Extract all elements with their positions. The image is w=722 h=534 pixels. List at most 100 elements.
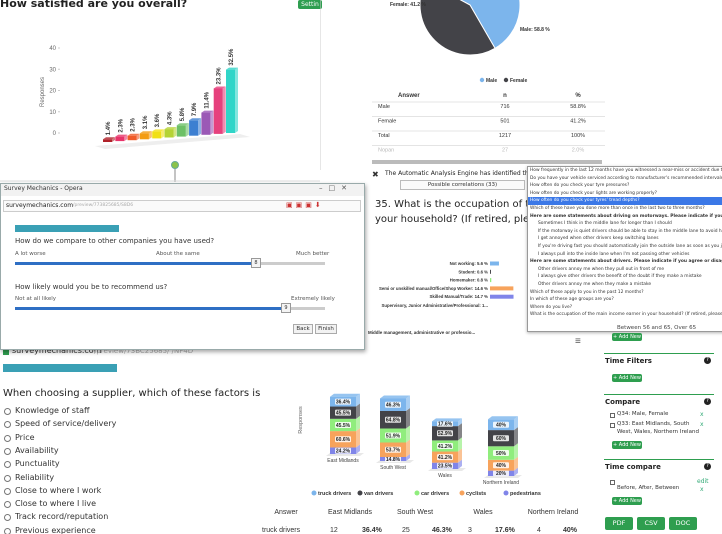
radio[interactable] bbox=[4, 447, 11, 455]
dropdown-option[interactable]: In which of these age groups are you? bbox=[530, 297, 614, 303]
nav-button[interactable]: Back bbox=[293, 324, 313, 334]
label-box bbox=[493, 435, 509, 442]
question-text: your household? (If retired, please give… bbox=[375, 214, 584, 225]
compare-item: Q34: Male, Female bbox=[617, 411, 669, 417]
settings-button[interactable]: Settin bbox=[298, 0, 322, 9]
option-label[interactable]: Knowledge of staff bbox=[15, 406, 90, 415]
option-label[interactable]: Reliability bbox=[15, 472, 55, 482]
bar-side bbox=[458, 437, 462, 452]
label-box bbox=[493, 421, 509, 428]
bar-side bbox=[458, 423, 462, 441]
dropdown-list[interactable]: How frequently in the last 12 months hav… bbox=[527, 166, 722, 332]
add-button[interactable]: + Add New bbox=[612, 441, 642, 449]
dropdown-option[interactable]: What is the occupation of the main incom… bbox=[530, 312, 722, 318]
help-icon[interactable]: ? bbox=[704, 463, 711, 470]
dropdown-option[interactable]: Which of these have you done more than o… bbox=[530, 205, 705, 211]
option-label[interactable]: Close to where I live bbox=[15, 499, 97, 509]
edit-link[interactable]: edit bbox=[697, 478, 709, 485]
bar-top bbox=[213, 86, 226, 89]
slider-fill bbox=[15, 307, 281, 310]
bar-side bbox=[356, 415, 360, 432]
checkbox[interactable] bbox=[610, 423, 615, 428]
bar-side bbox=[235, 67, 238, 133]
filter-text: Between 56 and 65, Over 65 bbox=[617, 325, 697, 331]
help-icon[interactable]: ? bbox=[704, 398, 711, 405]
remove-link[interactable]: x bbox=[700, 486, 704, 493]
dropdown-option[interactable]: I always give other drivers the benefit … bbox=[538, 274, 702, 280]
export-button[interactable]: CSV bbox=[637, 517, 665, 530]
dropdown-option[interactable]: Sometimes I think in the middle lane for… bbox=[538, 221, 672, 227]
radio[interactable] bbox=[4, 461, 11, 469]
tab[interactable]: Possible correlations (33) bbox=[400, 180, 525, 190]
dropdown-option[interactable]: How frequently in the last 12 months hav… bbox=[530, 168, 722, 173]
bar-side bbox=[458, 459, 462, 469]
checkbox[interactable] bbox=[610, 480, 615, 485]
data-label: 32.5% bbox=[229, 48, 235, 66]
radio[interactable] bbox=[4, 408, 11, 415]
dropdown-option[interactable]: Here are some statements about driving o… bbox=[530, 213, 722, 219]
dropdown-option[interactable]: I get annoyed when other drivers keep sw… bbox=[538, 236, 659, 242]
data-label: 45.5% bbox=[336, 410, 351, 416]
nav-button[interactable]: Finish bbox=[315, 324, 337, 334]
option-label[interactable]: Punctuality bbox=[15, 459, 60, 469]
bar bbox=[490, 278, 492, 283]
dropdown-option[interactable]: How often do you check your tyre pressur… bbox=[530, 183, 630, 189]
radio[interactable] bbox=[4, 501, 11, 509]
radio[interactable] bbox=[4, 434, 11, 442]
y-tick-label: 40 bbox=[49, 46, 56, 52]
remove-link[interactable]: x bbox=[700, 411, 704, 418]
add-button[interactable]: + Add New bbox=[612, 497, 642, 505]
dropdown-option[interactable]: If you're driving fast you should automa… bbox=[538, 243, 722, 249]
data-label: 17.6% bbox=[438, 422, 453, 428]
y-tick-label: 0 bbox=[53, 131, 57, 137]
slider-handle[interactable]: 8 bbox=[251, 258, 261, 268]
table-header: South West bbox=[397, 509, 433, 516]
table-header: Answer bbox=[274, 509, 298, 516]
slider-handle[interactable]: 9 bbox=[281, 303, 291, 313]
chart-floor bbox=[95, 134, 250, 149]
radio[interactable] bbox=[4, 514, 11, 522]
help-icon[interactable]: ? bbox=[704, 357, 711, 364]
pie-slice bbox=[419, 0, 496, 56]
dropdown-option[interactable]: Which of these apply to you in the past … bbox=[530, 289, 644, 295]
label-box bbox=[335, 447, 351, 454]
dropdown-option[interactable]: Where do you live? bbox=[530, 304, 573, 310]
dropdown-option[interactable]: Do you have your vehicle serviced accord… bbox=[530, 175, 722, 181]
question-text: How do we compare to other companies you… bbox=[15, 237, 215, 245]
option-label[interactable]: Price bbox=[15, 432, 35, 442]
checkbox[interactable] bbox=[610, 413, 615, 418]
radio[interactable] bbox=[4, 487, 11, 495]
legend-swatch bbox=[414, 490, 420, 496]
option-label[interactable]: Previous experience bbox=[15, 525, 96, 534]
scale-label: A lot worse bbox=[15, 251, 46, 257]
radio[interactable] bbox=[4, 527, 11, 534]
dropdown-option[interactable]: How often do you check your lights are w… bbox=[530, 190, 657, 196]
export-button[interactable]: PDF bbox=[605, 517, 633, 530]
dropdown-option[interactable]: I always pull into the inside lane when … bbox=[538, 251, 690, 257]
y-tick-label: 30 bbox=[49, 67, 56, 73]
section-title: Time Filters bbox=[605, 357, 652, 365]
radio[interactable] bbox=[4, 474, 11, 482]
add-button[interactable]: + Add New bbox=[612, 333, 642, 341]
data-label: 4.3% bbox=[168, 111, 174, 125]
dropdown-option[interactable]: Here are some statements about drivers. … bbox=[530, 259, 722, 265]
add-button[interactable]: + Add New bbox=[612, 374, 642, 382]
bar bbox=[226, 69, 235, 133]
dropdown-option[interactable]: Other drivers annoy me when they make a … bbox=[538, 281, 652, 287]
favicon bbox=[3, 349, 9, 355]
option-label[interactable]: Track record/reputation bbox=[15, 512, 109, 522]
dropdown-option[interactable]: Other drivers annoy me when they pull ou… bbox=[538, 266, 665, 272]
radio[interactable] bbox=[4, 421, 11, 429]
option-label[interactable]: Speed of service/delivery bbox=[15, 419, 117, 429]
bar-side bbox=[161, 129, 165, 139]
data-label: 51.9% bbox=[386, 433, 401, 439]
legend-label: truck drivers bbox=[318, 491, 351, 497]
window-title: Survey Mechanics - Opera bbox=[4, 185, 83, 192]
option-label[interactable]: Close to where I work bbox=[15, 485, 102, 495]
dropdown-option[interactable]: If the motorway is quiet drivers should … bbox=[538, 228, 722, 234]
remove-link[interactable]: x bbox=[700, 421, 704, 428]
export-button[interactable]: DOC bbox=[669, 517, 697, 530]
dropdown-option[interactable]: How often do you check your tyres' tread… bbox=[528, 197, 722, 205]
bar-top bbox=[488, 416, 518, 420]
option-label[interactable]: Availability bbox=[15, 445, 59, 455]
